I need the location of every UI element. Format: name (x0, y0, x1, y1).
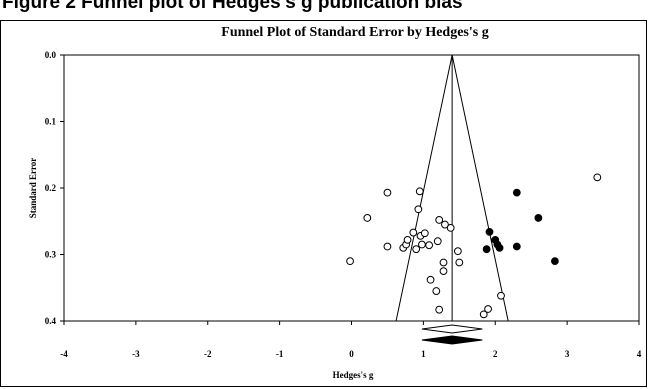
observed-study-point (435, 305, 444, 314)
figure-caption-text: Figure 2 Funnel plot of Hedges's g publi… (2, 0, 463, 13)
imputed-study-point (534, 214, 543, 222)
observed-study-point (426, 275, 435, 284)
imputed-study-point (512, 242, 521, 251)
x-axis-label: Hedges's g (333, 370, 374, 380)
figure-caption: Figure 2 Funnel plot of Hedges's g publi… (0, 0, 649, 24)
x-tick-label: 4 (637, 349, 642, 359)
imputed-study-point (485, 227, 494, 236)
observed-study-point (412, 245, 421, 254)
observed-study-point (418, 240, 426, 249)
imputed-study-point (551, 257, 559, 266)
observed-study-point (425, 241, 434, 250)
chart-title: Funnel Plot of Standard Error by Hedges'… (221, 25, 488, 40)
y-tick-label: 0.0 (45, 50, 57, 60)
adjusted-summary-diamond (421, 335, 483, 345)
funnel-left-line (395, 54, 453, 322)
y-tick-label: 0.2 (45, 183, 57, 193)
y-tick-label: 0.3 (45, 250, 57, 260)
imputed-study-point (495, 243, 504, 252)
observed-study-point (383, 188, 392, 197)
x-tick-label: -1 (276, 349, 284, 359)
observed-summary-diamond (421, 324, 483, 334)
observed-study-point (593, 173, 602, 182)
observed-study-point (409, 228, 418, 237)
observed-study-point (479, 310, 488, 319)
x-tick-label: 0 (349, 349, 354, 359)
observed-study-point (439, 267, 448, 276)
x-tick-label: 1 (421, 349, 426, 359)
observed-study-point (414, 205, 423, 214)
funnel-right-line (451, 54, 509, 322)
observed-study-point (432, 287, 441, 295)
x-tick-label: -3 (132, 349, 140, 359)
observed-study-point (383, 242, 392, 251)
y-axis-label: Standard Error (28, 158, 38, 219)
observed-study-point (346, 257, 354, 266)
imputed-study-point (482, 245, 491, 254)
observed-study-point (433, 237, 442, 246)
observed-study-point (435, 216, 444, 224)
x-tick-label: 3 (565, 349, 570, 359)
observed-study-point (420, 229, 429, 238)
chart-frame (0, 20, 647, 387)
observed-study-point (363, 214, 372, 222)
observed-study-point (446, 224, 455, 232)
plot-area (63, 54, 640, 322)
x-tick-label: -4 (60, 349, 68, 359)
x-tick-label: 2 (493, 349, 498, 359)
observed-study-point (415, 187, 424, 196)
observed-study-point (453, 247, 462, 256)
observed-study-point (441, 220, 449, 229)
observed-study-point (403, 235, 412, 244)
observed-study-point (484, 305, 492, 313)
y-tick-label: 0.1 (45, 117, 57, 127)
observed-study-point (497, 291, 505, 300)
imputed-study-point (512, 188, 521, 197)
x-tick-label: -2 (204, 349, 212, 359)
observed-study-point (455, 258, 464, 267)
observed-study-point (439, 258, 448, 267)
y-tick-label: 0.4 (45, 316, 57, 326)
